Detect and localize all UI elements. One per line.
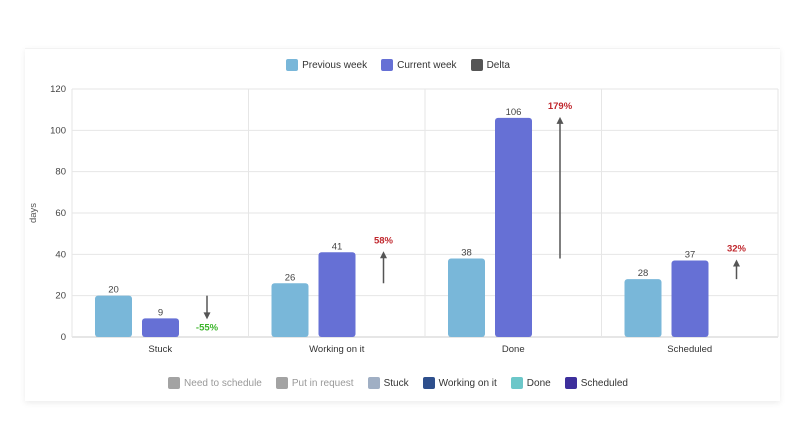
legend-swatch xyxy=(470,59,483,71)
delta-percent-label: -55% xyxy=(196,322,219,333)
filter-swatch xyxy=(422,377,435,389)
y-tick-label: 100 xyxy=(50,125,66,136)
bar-current-week[interactable] xyxy=(318,252,356,337)
bar-current-week[interactable] xyxy=(671,260,709,337)
filter-label: Scheduled xyxy=(580,377,628,389)
y-tick-label: 60 xyxy=(55,208,66,219)
filter-item[interactable]: Scheduled xyxy=(564,377,628,389)
filter-label: Stuck xyxy=(383,377,409,389)
bar-value-label: 26 xyxy=(285,272,296,283)
bar-current-week[interactable] xyxy=(142,318,179,337)
bar-previous-week[interactable] xyxy=(448,258,485,337)
bar-value-label: 38 xyxy=(461,247,472,258)
filter-item[interactable]: Done xyxy=(510,377,551,389)
filter-label: Working on it xyxy=(438,377,497,389)
x-category-label: Scheduled xyxy=(667,344,712,355)
filter-swatch xyxy=(367,377,380,389)
y-tick-label: 20 xyxy=(55,291,66,302)
filter-item[interactable]: Need to schedule xyxy=(168,377,262,389)
bar-current-week[interactable] xyxy=(495,117,532,337)
delta-arrow-head xyxy=(203,312,211,320)
legend-label: Previous week xyxy=(302,59,368,71)
legend-item-current-week[interactable]: Current week xyxy=(381,59,457,71)
chart-card xyxy=(25,48,780,401)
delta-arrow-head xyxy=(733,259,740,267)
delta-percent-label: 58% xyxy=(374,235,394,246)
y-tick-label: 120 xyxy=(50,84,66,95)
legend-item-previous-week[interactable]: Previous week xyxy=(286,59,367,71)
legend-swatch xyxy=(381,59,394,71)
x-category-label: Stuck xyxy=(148,344,172,355)
legend-label: Delta xyxy=(486,59,510,71)
filter-item[interactable]: Put in request xyxy=(275,377,354,389)
x-category-label: Working on it xyxy=(309,344,365,355)
bar-value-label: 28 xyxy=(638,268,649,279)
filter-label: Put in request xyxy=(291,377,354,389)
y-tick-label: 40 xyxy=(55,249,66,260)
bar-previous-week[interactable] xyxy=(271,283,309,337)
bar-previous-week[interactable] xyxy=(95,295,132,337)
legend-label: Current week xyxy=(397,59,457,71)
y-tick-label: 0 xyxy=(61,332,66,343)
chart-legend: Previous week Current week Delta xyxy=(0,59,796,71)
filter-swatch xyxy=(168,377,181,389)
delta-percent-label: 179% xyxy=(548,101,573,112)
filter-label: Need to schedule xyxy=(184,377,262,389)
delta-percent-label: 32% xyxy=(727,244,747,255)
y-tick-label: 80 xyxy=(55,167,66,178)
legend-swatch xyxy=(286,59,299,71)
delta-arrow-head xyxy=(380,251,387,259)
filter-label: Done xyxy=(526,377,551,389)
filter-swatch xyxy=(275,377,288,389)
bar-value-label: 37 xyxy=(685,250,696,261)
status-filter-legend: Need to schedule Put in request Stuck Worki… xyxy=(0,377,796,389)
bar-value-label: 106 xyxy=(506,107,522,118)
bar-value-label: 9 xyxy=(158,307,163,318)
bar-value-label: 41 xyxy=(332,241,343,252)
bar-previous-week[interactable] xyxy=(624,279,662,337)
legend-item-delta[interactable]: Delta xyxy=(470,59,510,71)
filter-swatch xyxy=(564,377,577,389)
filter-item[interactable]: Stuck xyxy=(367,377,409,389)
delta-arrow-head xyxy=(556,116,564,124)
y-axis-label: days xyxy=(28,203,39,223)
bar-value-label: 20 xyxy=(108,285,119,296)
filter-swatch xyxy=(510,377,523,389)
x-category-label: Done xyxy=(502,344,525,355)
filter-item[interactable]: Working on it xyxy=(422,377,497,389)
